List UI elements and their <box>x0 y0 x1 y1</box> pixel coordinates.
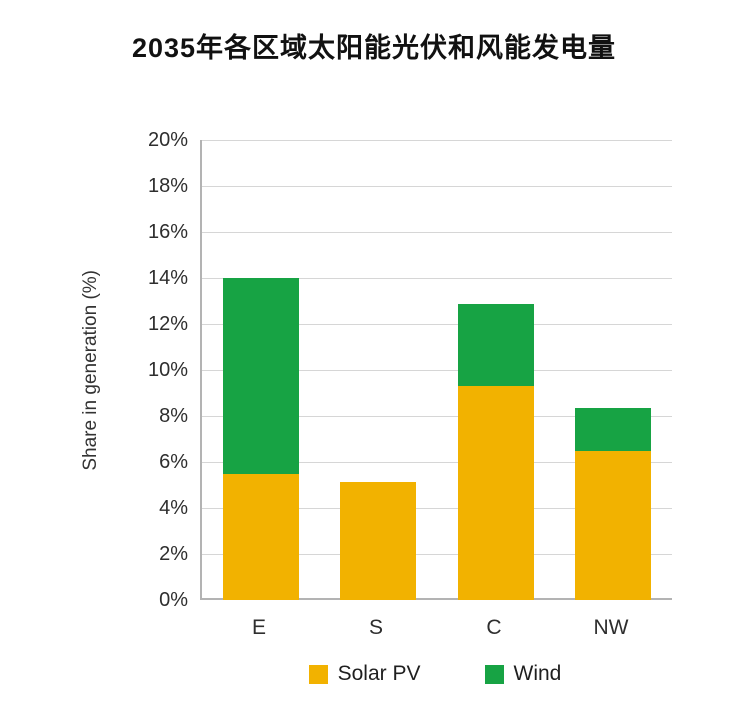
gridline <box>202 462 672 463</box>
legend-label-wind: Wind <box>513 662 562 685</box>
x-axis-labels: E S C NW <box>200 610 670 644</box>
gridline <box>202 232 672 233</box>
bar-segment-wind-c <box>458 304 534 387</box>
gridline <box>202 186 672 187</box>
gridline <box>202 140 672 141</box>
y-tick-label: 4% <box>159 497 188 519</box>
bar-segment-wind-nw <box>575 407 651 451</box>
y-tick-label: 18% <box>147 175 188 197</box>
gridline <box>202 324 672 325</box>
y-tick-label: 8% <box>159 405 188 427</box>
x-axis-label-e: E <box>251 616 267 639</box>
legend-swatch-solar-pv <box>308 664 328 684</box>
x-axis-label-s: S <box>368 616 384 639</box>
y-tick-label: 6% <box>159 451 188 473</box>
x-axis-label-nw: NW <box>593 616 629 639</box>
bar-segment-solar-pv-c <box>458 386 534 600</box>
bar-segment-solar-pv-e <box>223 473 299 600</box>
y-tick-label: 16% <box>147 221 188 243</box>
y-tick-label: 20% <box>147 129 188 151</box>
gridline <box>202 554 672 555</box>
y-tick-label: 2% <box>159 543 188 565</box>
gridline <box>202 278 672 279</box>
y-axis-ticks: 0% 2% 4% 6% 8% 10% 12% 14% 16% 18% 20% <box>100 129 188 611</box>
gridline <box>202 416 672 417</box>
gridline <box>202 370 672 371</box>
y-tick-label: 0% <box>159 589 188 611</box>
legend-item-solar-pv: Solar PV <box>308 662 421 686</box>
bar-segment-solar-pv-s <box>340 481 416 600</box>
y-tick-label: 12% <box>147 313 188 335</box>
plot-area <box>200 140 672 600</box>
x-axis-label-c: C <box>486 616 502 639</box>
y-axis-title-text: Share in generation (%) <box>80 269 101 471</box>
legend-swatch-wind <box>484 664 504 684</box>
legend-item-wind: Wind <box>484 662 562 686</box>
gridline <box>202 508 672 509</box>
gridline <box>202 598 672 600</box>
y-tick-label: 14% <box>147 267 188 289</box>
legend: Solar PV Wind <box>200 662 670 686</box>
chart-title: 2035年各区域太阳能光伏和风能发电量 <box>131 33 617 63</box>
y-tick-label: 10% <box>147 359 188 381</box>
bar-segment-wind-e <box>223 278 299 474</box>
bar-segment-solar-pv-nw <box>575 450 651 600</box>
legend-label-solar-pv: Solar PV <box>337 662 421 685</box>
